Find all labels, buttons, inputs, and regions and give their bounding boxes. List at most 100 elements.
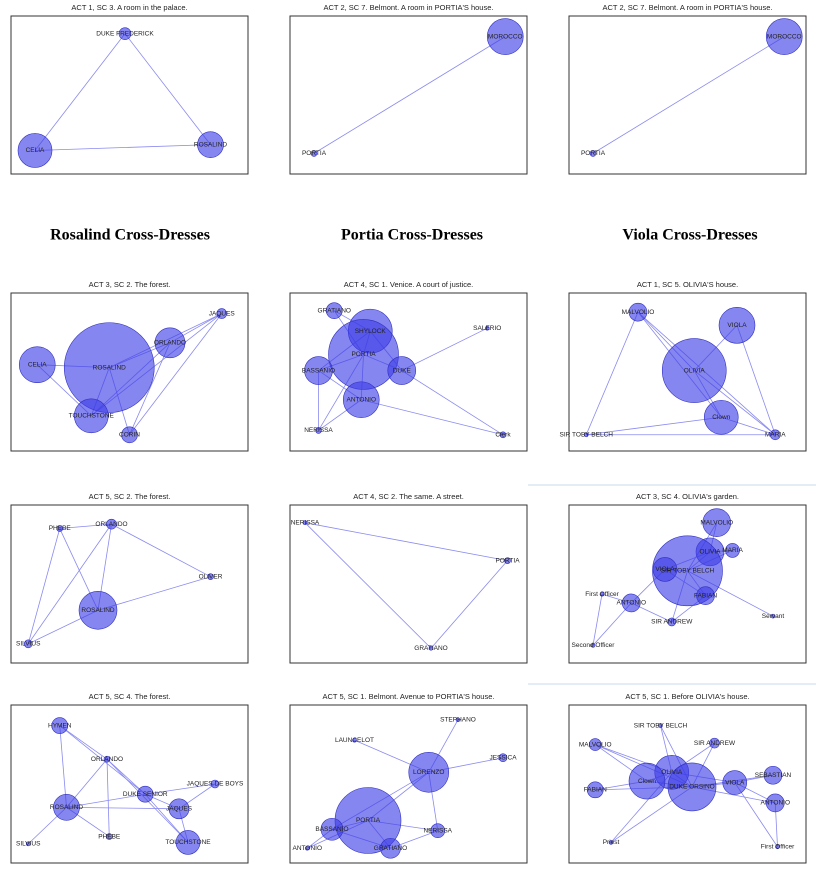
node-label: LORENZO: [413, 769, 444, 776]
node-label: TOUCHSTONE: [69, 413, 115, 420]
node: [430, 823, 446, 839]
node-label: ROSALIND: [194, 141, 228, 148]
edge: [66, 806, 180, 810]
node: [658, 723, 663, 728]
node-label: MOROCCO: [488, 33, 523, 40]
node-label: ANTONIO: [761, 800, 791, 807]
node: [118, 27, 132, 40]
edge: [592, 594, 603, 646]
node: [63, 322, 155, 413]
node: [770, 613, 776, 619]
node-label: MARIA: [765, 431, 786, 438]
node-label: DUKE ORSINO: [669, 784, 715, 791]
edge: [106, 758, 146, 795]
section-heading: Portia Cross-Dresses: [341, 227, 483, 244]
node: [103, 755, 111, 763]
node-label: SHYLOCK: [355, 328, 387, 335]
panel-title: ACT 2, SC 7. Belmont. A room in PORTIA'S…: [324, 3, 494, 12]
node: [78, 590, 118, 630]
node-label: OLIVIA: [700, 549, 722, 556]
node: [342, 381, 380, 419]
panel-title: ACT 4, SC 1. Venice. A court of justice.: [344, 280, 474, 289]
node: [18, 346, 56, 384]
node-label: Priest: [603, 839, 620, 846]
section-heading: Viola Cross-Dresses: [622, 227, 757, 244]
node-label: SIR TOBY BELCH: [560, 431, 614, 438]
node-label: MARIA: [722, 547, 743, 554]
edge: [592, 602, 632, 646]
panel-frame: [289, 15, 528, 175]
node-label: MOROCCO: [767, 33, 802, 40]
edge: [27, 523, 112, 645]
edge: [59, 523, 112, 529]
node: [408, 752, 450, 793]
node-label: PORTIA: [356, 817, 381, 824]
node: [504, 557, 511, 564]
node: [320, 817, 344, 841]
node: [709, 737, 720, 749]
node-label: Clerk: [495, 431, 511, 438]
panel-title: ACT 1, SC 3. A room in the palace.: [71, 3, 187, 12]
panel-frame: [10, 704, 249, 864]
node: [667, 762, 717, 812]
node: [380, 837, 401, 859]
node: [315, 427, 322, 434]
edge: [66, 793, 146, 808]
node: [304, 845, 310, 851]
edge: [585, 311, 639, 435]
node: [769, 429, 781, 441]
node: [428, 645, 434, 651]
node: [23, 639, 33, 649]
node: [590, 643, 596, 648]
node: [499, 431, 507, 439]
edge: [401, 327, 488, 371]
node-label: BASSANIO: [302, 367, 335, 374]
node-label: ANTONIO: [617, 600, 647, 607]
edge: [27, 528, 61, 644]
node: [53, 794, 80, 821]
node-label: STEPHANO: [440, 716, 476, 723]
node: [168, 798, 190, 820]
node-label: JAQUES: [166, 806, 193, 813]
node: [105, 833, 113, 840]
node: [352, 737, 357, 743]
node: [588, 738, 602, 751]
node-label: OLIVER: [199, 573, 223, 580]
node: [661, 338, 727, 403]
node-label: NERISSA: [304, 427, 333, 434]
node: [608, 840, 614, 845]
node-label: VIOLA: [725, 779, 745, 786]
node-label: ORLANDO: [95, 521, 127, 528]
edge: [129, 313, 223, 436]
node-label: PORTIA: [495, 557, 520, 564]
node: [51, 717, 69, 734]
node: [304, 356, 333, 385]
edge: [304, 522, 432, 649]
node-label: ORLANDO: [91, 756, 123, 763]
node: [302, 520, 308, 525]
node: [703, 399, 739, 435]
panel-title: ACT 4, SC 2. The same. A street.: [353, 492, 464, 501]
panel-frame: [568, 15, 807, 175]
node-label: JAQUES: [209, 310, 236, 317]
node-label: TOUCHSTONE: [165, 839, 211, 846]
node-label: PORTIA: [302, 150, 327, 157]
node-label: PORTIA: [351, 351, 376, 358]
node: [722, 770, 748, 795]
node: [765, 793, 785, 813]
node-label: GRATIANO: [414, 645, 447, 652]
edge: [145, 783, 216, 795]
edge: [59, 725, 146, 795]
node-label: OLIVIA: [661, 769, 683, 776]
panel-title: ACT 5, SC 1. Belmont. Avenue to PORTIA'S…: [323, 692, 495, 701]
node: [106, 518, 117, 530]
node-label: PHEBE: [49, 525, 72, 532]
panel-title: ACT 5, SC 4. The forest.: [89, 692, 171, 701]
node-label: ROSALIND: [50, 804, 84, 811]
node-label: SIR ANDREW: [651, 619, 693, 626]
node: [628, 302, 648, 322]
node: [589, 150, 597, 157]
node-label: First Officer: [761, 843, 795, 850]
node-label: FABIAN: [694, 592, 717, 599]
node: [73, 398, 109, 434]
